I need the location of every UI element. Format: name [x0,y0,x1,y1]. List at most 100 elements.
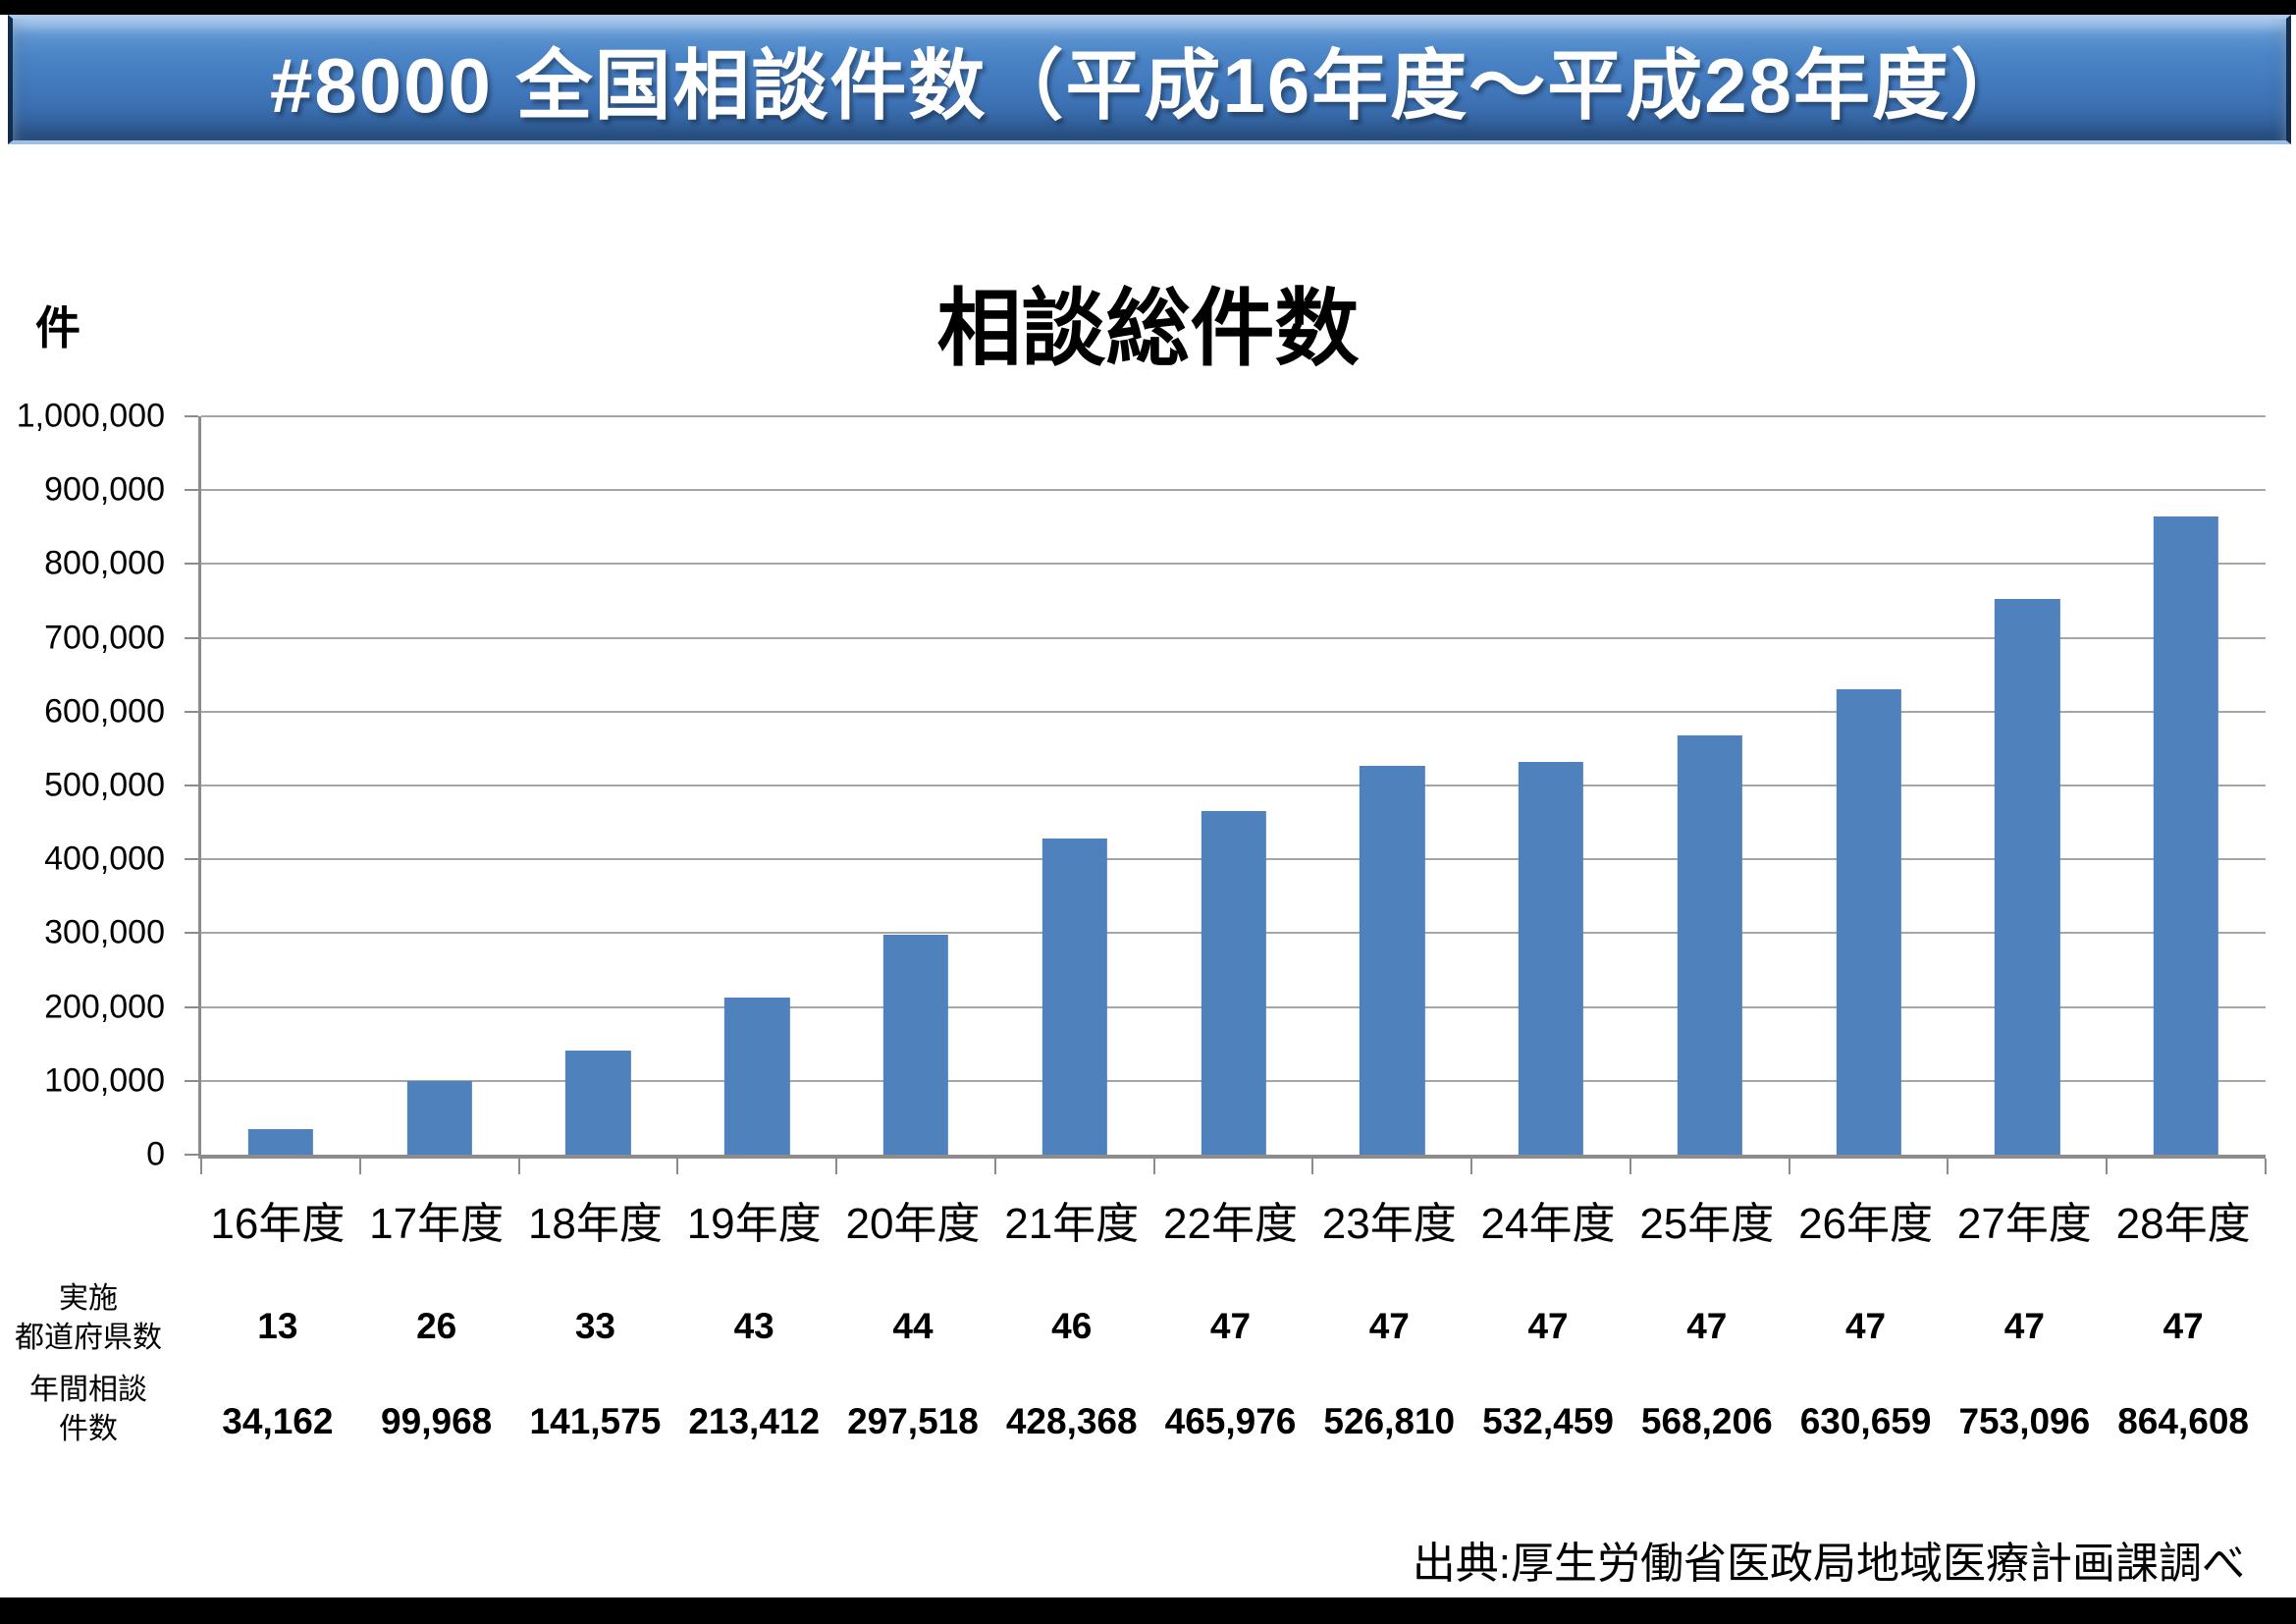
y-axis-tick-label: 100,000 [44,1061,165,1100]
bar-25年度 [1677,734,1742,1155]
title-banner: #8000 全国相談件数（平成16年度～平成28年度） [8,15,2291,144]
y-axis-tick-label: 200,000 [44,988,165,1026]
row-header-line: 年間相談 [29,1374,147,1406]
y-axis-tick-label: 600,000 [44,692,165,731]
x-axis-label: 22年度 [1163,1200,1298,1248]
annual-count-cell: 141,575 [529,1401,662,1441]
x-axis-label: 27年度 [1956,1200,2092,1248]
prefecture-count-cell: 47 [2003,1306,2045,1346]
annual-count-cell: 297,518 [847,1401,979,1441]
page-title: #8000 全国相談件数（平成16年度～平成28年度） [269,42,2030,129]
y-axis-tick [185,710,198,713]
prefecture-count-cell: 47 [1209,1306,1252,1346]
prefecture-count-cell: 47 [1686,1306,1728,1346]
y-axis-tick-label: 400,000 [44,839,165,878]
bar-18年度 [565,1050,631,1155]
bottom-black-strip [0,1597,2296,1624]
plot-area [185,415,2267,1174]
bar-26年度 [1836,688,1901,1155]
annual-count-cell: 213,412 [688,1401,821,1441]
prefecture-count-cell: 13 [257,1306,298,1346]
top-black-strip [0,0,2296,15]
x-axis-label: 23年度 [1321,1200,1457,1248]
x-axis-tick [676,1159,679,1174]
gridline [201,710,2266,713]
gridline [201,415,2266,417]
x-axis-label: 21年度 [1004,1200,1140,1248]
x-axis-label: 24年度 [1480,1200,1616,1248]
y-axis-tick-label: 900,000 [44,470,165,509]
annual-count-cell: 532,459 [1482,1401,1614,1441]
x-axis-tick [1470,1159,1473,1174]
row-header-line: 都道府県数 [15,1322,162,1354]
table-row-header-annual-count: 年間相談 件数 [5,1371,172,1449]
prefecture-count-cell: 44 [892,1306,934,1346]
annual-count-cell: 630,659 [1799,1401,1932,1441]
annual-count-cell: 526,810 [1323,1401,1456,1441]
gridline [201,489,2266,492]
bar-28年度 [2153,515,2219,1155]
y-axis-tick [185,489,198,492]
y-axis-tick [185,785,198,786]
bar-17年度 [406,1080,472,1155]
table-row-annual-values: 34,162 99,968 141,575 213,412 297,518 428,368… [198,1386,2263,1457]
prefecture-count-cell: 46 [1051,1306,1093,1346]
x-axis-tick [1311,1159,1314,1174]
y-axis-tick-label: 800,000 [44,544,165,582]
x-axis-tick [517,1159,520,1174]
x-axis-tick [200,1159,202,1174]
x-axis-tick [2106,1159,2109,1174]
y-axis-tick [185,932,198,935]
x-axis-tick [1788,1159,1790,1174]
x-axis-tick [1947,1159,1949,1174]
chart-title: 相談総件数 [936,282,1360,376]
y-axis-tick-label: 500,000 [44,766,165,804]
y-axis-tick [185,1154,198,1156]
y-axis-tick [185,1005,198,1008]
row-header-line: 件数 [59,1413,118,1445]
bar-19年度 [724,997,790,1155]
x-axis-label: 16年度 [210,1200,346,1248]
x-axis-tick [993,1159,996,1174]
gridline [201,785,2266,786]
prefecture-count-cell: 47 [1844,1306,1887,1346]
prefecture-count-cell: 47 [2163,1306,2204,1346]
prefecture-count-cell: 33 [574,1306,615,1346]
x-axis-label: 28年度 [2115,1200,2251,1248]
gridline [201,636,2266,639]
annual-count-cell: 34,162 [222,1401,334,1441]
bar-21年度 [1041,838,1107,1155]
table-row-header-prefectures: 実施 都道府県数 [5,1279,172,1358]
row-header-line: 実施 [59,1282,118,1315]
y-axis-tick-label: 0 [146,1135,165,1173]
bar-24年度 [1518,761,1584,1155]
y-axis-labels: 1,000,000 900,000 800,000 700,000 600,000 500… [0,398,181,1173]
prefecture-count-cell: 43 [733,1306,774,1346]
y-axis-tick [185,636,198,639]
annual-count-cell: 465,976 [1164,1401,1297,1441]
prefecture-count-cell: 26 [416,1306,457,1346]
y-axis-tick [185,1079,198,1082]
table-row-prefecture-values: 13 26 33 43 44 46 47 47 47 47 47 47 47 [198,1298,2263,1355]
x-axis-tick [835,1159,838,1174]
x-axis-label: 17年度 [369,1200,505,1248]
annual-count-cell: 568,206 [1640,1401,1773,1441]
source-note: 出典:厚生労働省医政局地域医療計画課調べ [1412,1540,2245,1588]
y-axis-tick-label: 700,000 [44,619,165,657]
y-axis-tick [185,858,198,861]
x-axis-tick [358,1159,361,1174]
y-axis-unit-label: 件 [35,302,80,353]
y-axis-tick-label: 1,000,000 [16,397,165,435]
x-axis-label: 18年度 [527,1200,663,1248]
x-axis-label: 25年度 [1639,1200,1775,1248]
bar-20年度 [882,935,949,1155]
x-axis-label: 20年度 [845,1200,981,1248]
x-axis-tick [2265,1159,2267,1174]
bar-23年度 [1360,765,1425,1155]
x-axis-label: 26年度 [1798,1200,1934,1248]
x-axis-labels: 16年度 17年度 18年度 19年度 20年度 21年度 22年度 23年度 24年度 25年度… [198,1182,2263,1267]
x-axis-label: 19年度 [686,1200,822,1248]
annual-count-cell: 753,096 [1958,1401,2091,1441]
bar-22年度 [1201,810,1266,1155]
bar-16年度 [247,1129,314,1155]
